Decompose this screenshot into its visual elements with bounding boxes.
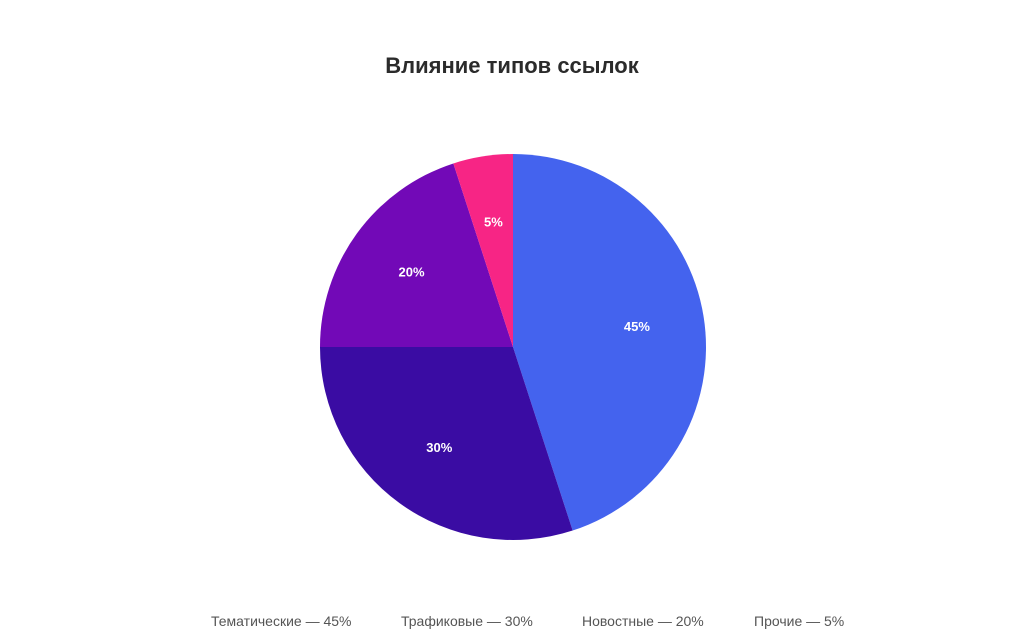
legend-item-traffic: Трафиковые — 30% <box>401 613 533 629</box>
legend-item-other: Прочие — 5% <box>754 613 845 629</box>
chart-title: Влияние типов ссылок <box>385 53 639 78</box>
slice-label-news: 20% <box>398 265 424 280</box>
legend-item-news: Новостные — 20% <box>582 613 704 629</box>
slice-label-traffic: 30% <box>426 440 452 455</box>
pie-slice-news <box>320 163 513 347</box>
pie-slice-other <box>453 154 513 347</box>
slice-label-other: 5% <box>484 215 503 230</box>
legend-item-thematic: Тематические — 45% <box>211 613 352 629</box>
slice-label-thematic: 45% <box>624 319 650 334</box>
pie-slice-thematic <box>513 154 706 531</box>
pie-slice-traffic <box>320 347 573 540</box>
